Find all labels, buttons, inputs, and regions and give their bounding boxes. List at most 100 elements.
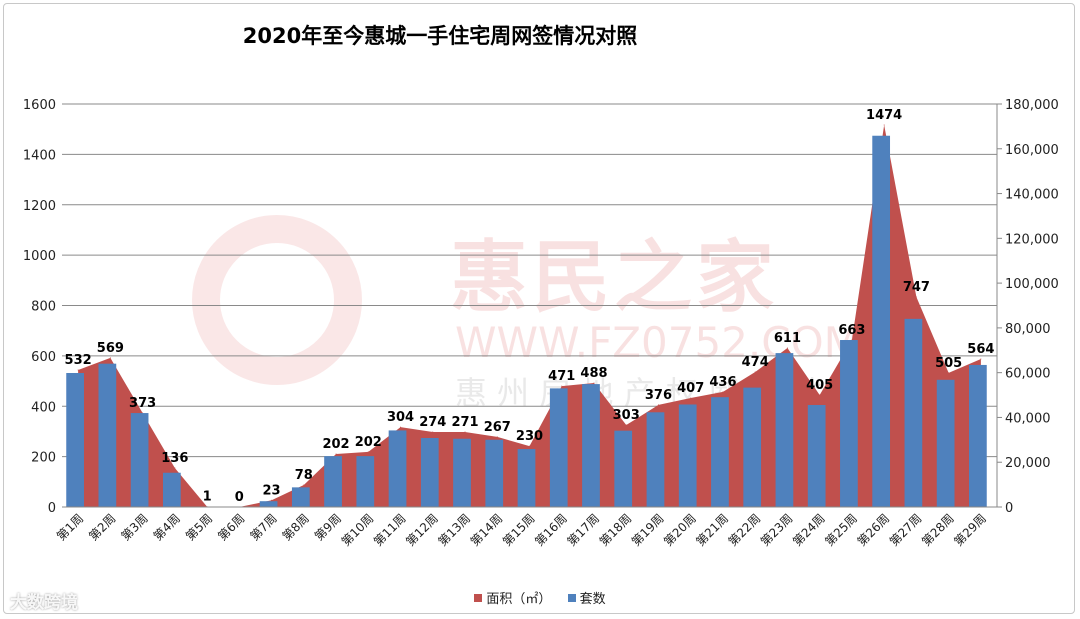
y-right-tick-label: 40,000	[1005, 411, 1051, 426]
area-point	[432, 431, 434, 433]
y-right-tick-label: 180,000	[1005, 98, 1059, 113]
y-right-tick-label: 160,000	[1005, 143, 1059, 158]
bar	[678, 404, 697, 507]
x-tick-label: 第4周	[151, 511, 183, 543]
bar	[453, 438, 471, 507]
bar-data-label: 436	[709, 375, 736, 390]
y-right-tick-label: 120,000	[1005, 232, 1059, 247]
bar-data-label: 373	[129, 396, 156, 411]
x-tick-label: 第19周	[629, 511, 667, 549]
bar-data-label: 1474	[866, 108, 902, 123]
bar-data-label: 0	[235, 490, 244, 505]
bar-data-label: 274	[419, 415, 446, 430]
y-left-tick-label: 400	[31, 400, 56, 415]
bar-data-label: 663	[838, 323, 865, 338]
x-tick-label: 第12周	[403, 511, 441, 549]
bar-data-label: 23	[263, 483, 281, 498]
area-point	[980, 358, 982, 360]
x-tick-label: 第26周	[855, 511, 893, 549]
y-left-tick-label: 800	[31, 300, 56, 315]
bar	[807, 404, 826, 507]
area-point	[174, 467, 176, 469]
chart-title: 2020年至今惠城一手住宅周网签情况对照	[242, 24, 638, 48]
x-tick-label: 第27周	[887, 511, 925, 549]
x-tick-label: 第3周	[118, 511, 150, 543]
bar	[840, 340, 858, 507]
area-point	[303, 484, 305, 486]
x-tick-label: 第18周	[597, 511, 635, 549]
bar	[517, 449, 536, 507]
x-tick-label: 第25周	[822, 511, 860, 549]
bar-data-label: 230	[516, 429, 543, 444]
bar-data-label: 505	[935, 356, 962, 371]
bar-data-label: 569	[97, 341, 124, 356]
bar	[646, 412, 665, 507]
bar	[485, 439, 504, 507]
area-point	[722, 391, 724, 393]
bar-data-label: 267	[484, 420, 511, 435]
x-tick-label: 第10周	[339, 511, 377, 549]
bar-data-label: 747	[903, 280, 930, 295]
legend-label-area: 面积（㎡）	[486, 592, 552, 607]
area-point	[464, 431, 466, 433]
bar-data-label: 407	[677, 381, 704, 396]
area-point	[754, 371, 756, 373]
bar	[259, 501, 278, 507]
x-tick-label: 第20周	[661, 511, 699, 549]
bar	[324, 456, 342, 507]
bar-data-label: 202	[322, 437, 349, 452]
y-right-tick-label: 0	[1005, 501, 1013, 516]
area-point	[271, 499, 273, 501]
bar-data-label: 564	[967, 342, 994, 357]
bar-data-label: 271	[451, 415, 478, 430]
legend-swatch-area	[474, 593, 483, 602]
area-point	[819, 394, 821, 396]
bar-data-label: 474	[742, 355, 769, 370]
area-point	[657, 404, 659, 406]
corner-watermark: 大数跨境	[10, 593, 78, 613]
bar-data-label: 202	[355, 435, 382, 450]
bar-data-label: 488	[580, 366, 607, 381]
x-tick-label: 第1周	[54, 511, 86, 543]
y-right-tick-label: 60,000	[1005, 367, 1051, 382]
y-left-tick-label: 1400	[23, 148, 56, 163]
bar-data-label: 136	[161, 451, 188, 466]
bar-data-label: 405	[806, 378, 833, 393]
area-point	[915, 296, 917, 298]
bar	[98, 363, 117, 507]
area-point	[883, 124, 885, 126]
y-right-tick-label: 140,000	[1005, 188, 1059, 203]
bar	[872, 135, 891, 507]
area-point	[400, 426, 402, 428]
x-tick-label: 第2周	[86, 511, 118, 543]
y-right-tick-label: 100,000	[1005, 277, 1059, 292]
y-left-tick-label: 1600	[23, 98, 56, 113]
area-point	[529, 445, 530, 447]
legend-item-units: 套数	[567, 588, 606, 607]
area-point	[335, 453, 337, 455]
area-point	[561, 385, 563, 387]
watermark-brand: 惠民之家	[450, 233, 779, 323]
area-point	[109, 357, 111, 359]
bar-data-label: 376	[645, 388, 672, 403]
x-tick-label: 第8周	[280, 511, 312, 543]
x-tick-label: 第14周	[468, 511, 506, 549]
x-tick-label: 第5周	[183, 511, 215, 543]
x-tick-label: 第17周	[564, 511, 602, 549]
x-tick-label: 第21周	[693, 511, 731, 549]
x-tick-label: 第24周	[790, 511, 828, 549]
y-left-tick-label: 1000	[23, 249, 56, 264]
x-tick-label: 第28周	[919, 511, 957, 549]
x-tick-label: 第15周	[500, 511, 538, 549]
bar	[711, 397, 729, 507]
bar-data-label: 471	[548, 369, 575, 384]
y-right-tick-label: 20,000	[1005, 456, 1051, 471]
x-tick-label: 第6周	[215, 511, 247, 543]
bar	[582, 384, 600, 507]
area-point	[496, 436, 498, 438]
bar	[549, 388, 568, 507]
bar-data-label: 1	[203, 490, 212, 505]
bar	[130, 413, 149, 507]
